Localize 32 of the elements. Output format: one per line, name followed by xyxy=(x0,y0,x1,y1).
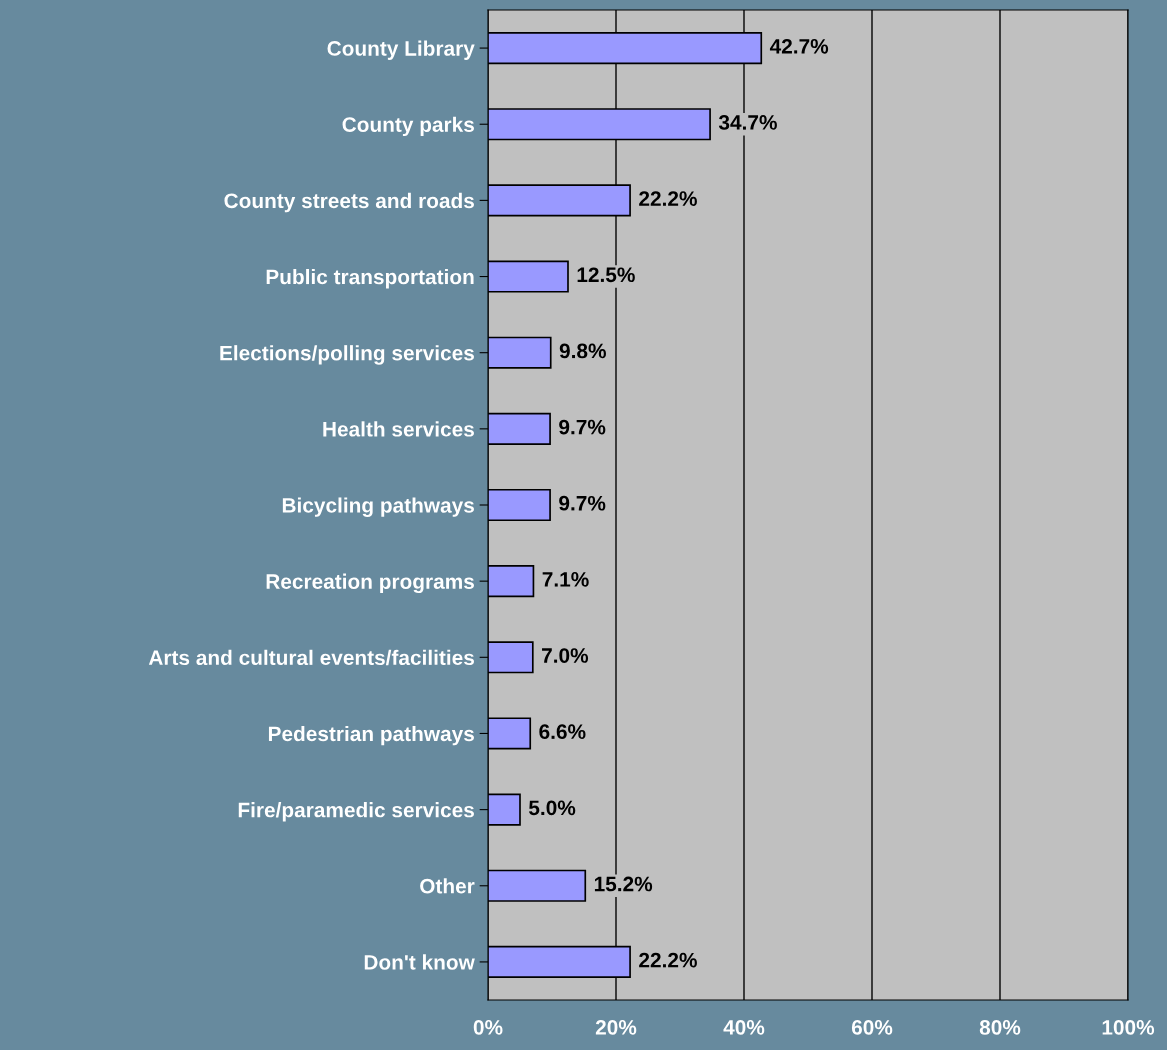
y-tick-label: Elections/polling services xyxy=(220,345,474,365)
y-tick-label: Recreation programs xyxy=(266,573,474,594)
y-tick-label: Pedestrian pathways xyxy=(268,725,474,746)
y-tick-label: Health services xyxy=(323,421,474,437)
data-label: 22.2% xyxy=(639,191,697,206)
y-tick-label: Public transportation xyxy=(266,268,474,289)
data-label: 22.2% xyxy=(639,952,697,968)
data-label: 15.2% xyxy=(594,876,653,892)
x-tick-label: 0% xyxy=(473,1019,503,1035)
y-tick-label: Other xyxy=(420,878,475,894)
data-label: 9.7% xyxy=(559,495,606,511)
y-tick-label: Don't know xyxy=(364,954,475,970)
y-tick-label: County streets and roads xyxy=(224,192,474,213)
y-tick-label: County parks xyxy=(342,116,474,137)
data-label: 42.7% xyxy=(769,38,829,54)
data-label: 9.8% xyxy=(559,343,606,359)
x-tick-label: 60% xyxy=(851,1019,893,1035)
x-tick-label: 100% xyxy=(1102,1019,1155,1035)
x-tick-label: 80% xyxy=(979,1019,1021,1035)
data-label: 9.7% xyxy=(559,419,606,435)
y-tick-label: Arts and cultural events/facilities xyxy=(148,649,474,666)
x-tick-label: 40% xyxy=(723,1019,765,1035)
y-tick-label: Bicycling pathways xyxy=(282,497,474,517)
data-label: 5.0% xyxy=(528,800,576,816)
y-tick-label: County Library xyxy=(327,40,475,60)
data-label: 6.6% xyxy=(539,724,586,740)
data-label: 34.7% xyxy=(718,115,777,130)
x-tick-label: 20% xyxy=(595,1019,637,1035)
y-tick-label: Fire/paramedic services xyxy=(238,802,474,822)
data-label: 7.0% xyxy=(542,648,589,663)
data-label: 7.1% xyxy=(542,572,589,587)
data-label: 12.5% xyxy=(577,267,635,283)
